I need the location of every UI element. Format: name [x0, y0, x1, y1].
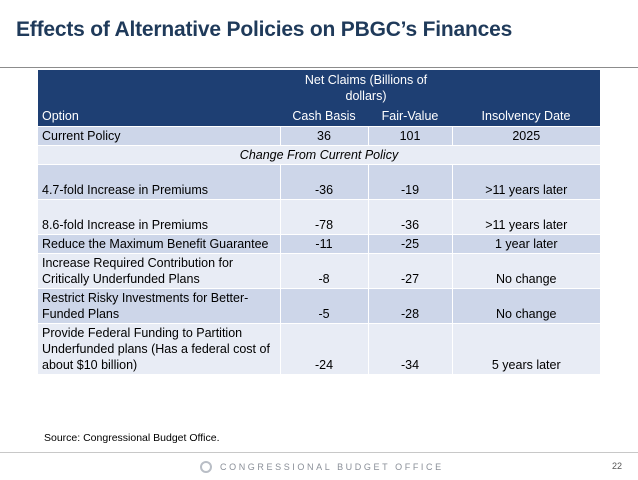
cell-cash: 36 — [279, 126, 368, 146]
cell-fair: -28 — [367, 288, 452, 324]
current-policy-row: Current Policy 36 101 2025 — [38, 126, 600, 146]
table-row: Provide Federal Funding to Partition Und… — [38, 323, 600, 374]
cell-cash: -36 — [279, 164, 368, 200]
cell-fair: -34 — [367, 323, 452, 374]
table-header-row-top: Option Net Claims (Billions of dollars) … — [38, 70, 600, 127]
cell-fair: -27 — [367, 253, 452, 289]
cell-insolvency: >11 years later — [451, 164, 600, 200]
header-fair-value: Fair-Value — [368, 106, 452, 127]
cell-fair: -25 — [367, 234, 452, 254]
cell-fair: -36 — [367, 199, 452, 235]
table-row: 8.6-fold Increase in Premiums -78 -36 >1… — [38, 199, 600, 235]
cell-insolvency: No change — [451, 253, 600, 289]
subheader-row: Change From Current Policy — [38, 145, 600, 165]
cell-option: Current Policy — [38, 126, 280, 146]
table-header-row-bottom: Cash Basis Fair-Value — [38, 106, 600, 127]
cbo-logo-icon — [200, 461, 212, 473]
header-net-claims: Net Claims (Billions of dollars) — [280, 70, 452, 106]
policy-table: Option Net Claims (Billions of dollars) … — [38, 70, 600, 374]
cell-cash: -24 — [279, 323, 368, 374]
cell-insolvency: 2025 — [451, 126, 600, 146]
cell-cash: -78 — [279, 199, 368, 235]
source-note: Source: Congressional Budget Office. — [44, 432, 220, 444]
cell-insolvency: >11 years later — [451, 199, 600, 235]
header-option: Option — [38, 70, 280, 127]
cell-insolvency: 1 year later — [451, 234, 600, 254]
cell-cash: -11 — [279, 234, 368, 254]
header-insolvency: Insolvency Date — [452, 70, 600, 127]
table-row: Increase Required Contribution for Criti… — [38, 253, 600, 289]
subheader-change: Change From Current Policy — [38, 145, 600, 165]
header-cash-basis: Cash Basis — [280, 106, 368, 127]
cell-cash: -8 — [279, 253, 368, 289]
footer-brand-text: CONGRESSIONAL BUDGET OFFICE — [220, 462, 444, 472]
footer: CONGRESSIONAL BUDGET OFFICE 22 — [0, 452, 638, 480]
table-row: 4.7-fold Increase in Premiums -36 -19 >1… — [38, 164, 600, 200]
cell-option: 8.6-fold Increase in Premiums — [38, 199, 280, 235]
table-row: Reduce the Maximum Benefit Guarantee -11… — [38, 234, 600, 254]
cell-option: 4.7-fold Increase in Premiums — [38, 164, 280, 200]
cell-insolvency: 5 years later — [451, 323, 600, 374]
cell-insolvency: No change — [451, 288, 600, 324]
title-divider — [0, 67, 638, 68]
cell-cash: -5 — [279, 288, 368, 324]
page-title: Effects of Alternative Policies on PBGC’… — [16, 18, 513, 41]
page-number: 22 — [611, 461, 622, 471]
footer-brand: CONGRESSIONAL BUDGET OFFICE — [200, 461, 444, 473]
table-row: Restrict Risky Investments for Better-Fu… — [38, 288, 600, 324]
cell-option: Restrict Risky Investments for Better-Fu… — [38, 288, 280, 324]
cell-option: Reduce the Maximum Benefit Guarantee — [38, 234, 280, 254]
cell-option: Increase Required Contribution for Criti… — [38, 253, 280, 289]
cell-fair: 101 — [367, 126, 452, 146]
cell-option: Provide Federal Funding to Partition Und… — [38, 323, 280, 374]
cell-fair: -19 — [367, 164, 452, 200]
